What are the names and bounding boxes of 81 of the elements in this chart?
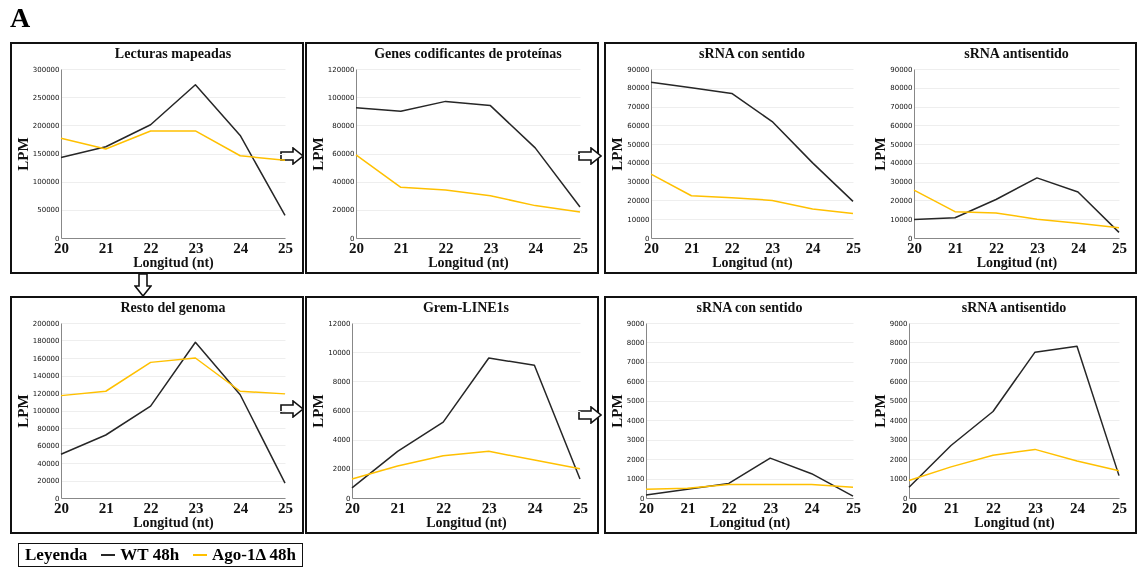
- line-series: [355, 154, 581, 213]
- x-tick-label: 23: [763, 499, 779, 516]
- x-tick-label: 24: [233, 499, 249, 516]
- legend-label: WT 48h: [120, 545, 180, 565]
- x-axis-title: Longitud (nt): [976, 254, 1058, 271]
- chart-title: sRNA antisentido: [964, 46, 1069, 61]
- line-series: [60, 84, 286, 217]
- x-tick-label: 24: [1070, 499, 1086, 516]
- x-tick-label: 21: [98, 499, 114, 516]
- x-tick-label: 22: [436, 499, 452, 516]
- line-series: [650, 81, 854, 203]
- x-tick-label: 21: [680, 499, 696, 516]
- chart-title: sRNA con sentido: [699, 46, 805, 61]
- line-series: [913, 177, 1120, 234]
- x-tick-label: 24: [805, 239, 822, 256]
- x-axis-title: Longitud (nt): [709, 514, 791, 531]
- x-tick-label: 22: [986, 499, 1001, 516]
- y-axis-title: LPM: [310, 394, 327, 428]
- x-tick-label: 21: [948, 239, 963, 256]
- legend-title: Leyenda: [25, 545, 88, 565]
- line-series: [60, 341, 286, 484]
- x-axis-title: Longitud (nt): [133, 254, 215, 271]
- x-tick-label: 24: [527, 499, 543, 516]
- x-tick-label: 22: [989, 239, 1004, 256]
- y-axis-title: LPM: [609, 137, 626, 171]
- line-series: [355, 100, 581, 208]
- x-tick-label: 23: [188, 499, 204, 516]
- x-tick-label: 22: [721, 499, 737, 516]
- x-tick-label: 25: [1112, 499, 1127, 516]
- x-tick-label: 25: [278, 499, 293, 516]
- y-axis-title: LPM: [14, 137, 31, 171]
- chart-title: Resto del genoma: [120, 300, 226, 315]
- x-tick-label: 21: [390, 499, 406, 516]
- chart-title: Grem-LINE1s: [422, 300, 510, 315]
- x-tick-label: 23: [481, 499, 497, 516]
- chart-title: sRNA antisentido: [961, 300, 1067, 315]
- x-tick-label: 24: [233, 239, 249, 256]
- x-tick-label: 22: [143, 239, 159, 256]
- x-tick-label: 22: [724, 239, 740, 256]
- chart-title: Genes codificantes de proteínas: [374, 46, 563, 61]
- chart-title: sRNA con sentido: [696, 300, 803, 315]
- y-axis-title: LPM: [872, 137, 889, 171]
- x-tick-label: 21: [684, 239, 700, 256]
- x-tick-label: 24: [804, 499, 821, 516]
- line-series: [913, 189, 1120, 229]
- line-series: [908, 448, 1120, 482]
- x-tick-label: 25: [573, 239, 588, 256]
- x-tick-label: 23: [765, 239, 781, 256]
- legend-label: Ago-1Δ 48h: [212, 545, 296, 565]
- x-tick-label: 23: [188, 239, 204, 256]
- x-axis-title: Longitud (nt): [974, 514, 1056, 531]
- x-tick-label: 23: [483, 239, 499, 256]
- x-tick-label: 24: [1071, 239, 1087, 256]
- line-series: [650, 173, 854, 215]
- x-tick-label: 24: [528, 239, 544, 256]
- x-tick-label: 25: [573, 499, 588, 516]
- line-series: [351, 357, 581, 489]
- y-axis-title: LPM: [309, 137, 326, 171]
- y-axis-title: LPM: [608, 394, 625, 428]
- x-axis-title: Longitud (nt): [428, 254, 510, 271]
- y-axis-title: LPM: [871, 394, 888, 428]
- x-tick-label: 25: [1112, 239, 1127, 256]
- chart-title: Lecturas mapeadas: [114, 46, 232, 61]
- x-tick-label: 23: [1028, 499, 1043, 516]
- x-tick-label: 25: [278, 239, 293, 256]
- x-tick-label: 21: [393, 239, 409, 256]
- line-series: [908, 345, 1120, 489]
- x-tick-label: 21: [98, 239, 114, 256]
- x-tick-label: 21: [944, 499, 959, 516]
- x-axis-title: Longitud (nt): [133, 514, 215, 531]
- line-series: [351, 450, 581, 480]
- text: A: [10, 2, 31, 34]
- x-axis-title: Longitud (nt): [712, 254, 794, 271]
- x-tick-label: 25: [846, 239, 861, 256]
- x-tick-label: 25: [846, 499, 861, 516]
- y-axis-title: LPM: [14, 394, 31, 428]
- line-series: [60, 357, 286, 397]
- x-axis-title: Longitud (nt): [426, 514, 508, 531]
- x-tick-label: 22: [143, 499, 159, 516]
- x-tick-label: 22: [438, 239, 454, 256]
- x-tick-label: 23: [1030, 239, 1045, 256]
